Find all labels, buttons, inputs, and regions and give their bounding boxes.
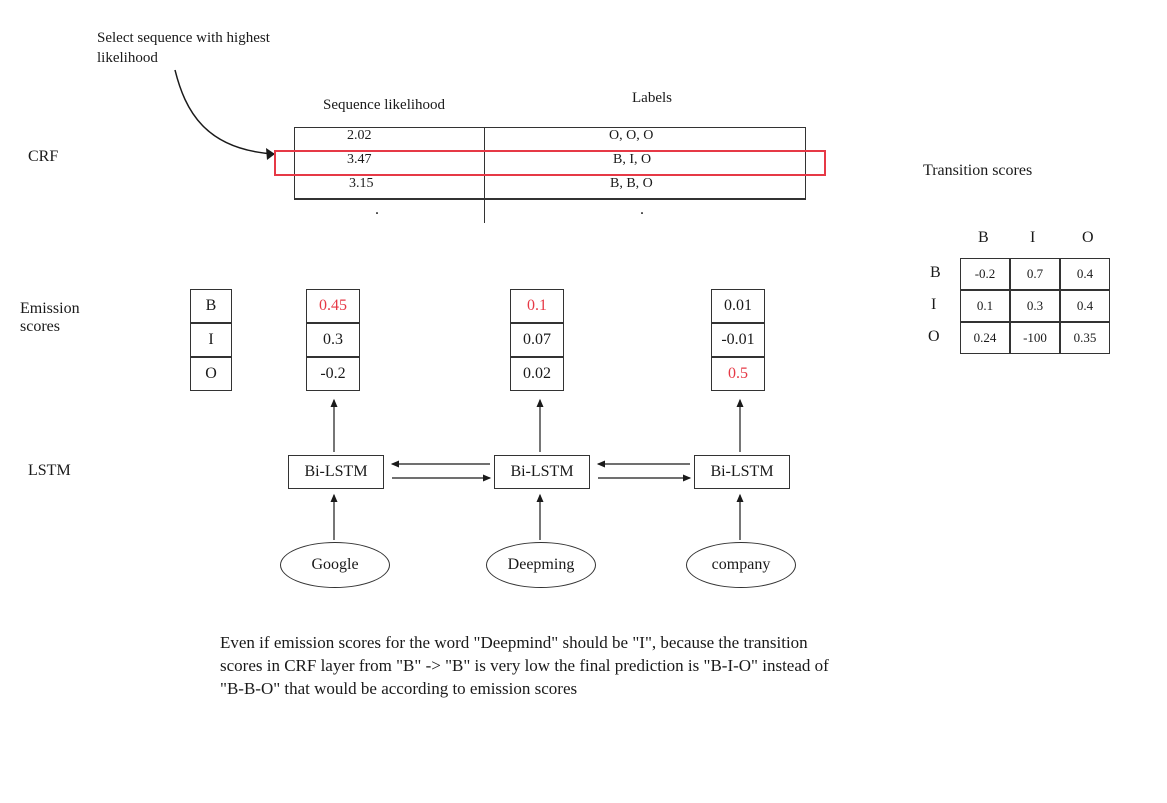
word-ellipse-0: Google (280, 542, 390, 588)
lstm-box-0-label: Bi-LSTM (304, 463, 367, 481)
seq-row0-labels: O, O, O (609, 128, 653, 144)
emis1-i: 0.07 (510, 323, 564, 357)
trans-row-i: I (931, 296, 936, 314)
emis2-b: 0.01 (711, 289, 765, 323)
emis0-i-val: 0.3 (323, 331, 343, 349)
trans-col-i: I (1030, 229, 1035, 247)
emis0-b-val: 0.45 (319, 297, 347, 315)
section-label-lstm: LSTM (28, 462, 71, 480)
trans-0-0: -0.2 (960, 258, 1010, 290)
seq-row0-likelihood: 2.02 (347, 128, 372, 144)
emis0-o: -0.2 (306, 357, 360, 391)
lstm-box-1: Bi-LSTM (494, 455, 590, 489)
emis1-b: 0.1 (510, 289, 564, 323)
word-ellipse-2: company (686, 542, 796, 588)
trans-row-b: B (930, 264, 941, 282)
annotation-select-sequence: Select sequence with highest likelihood (97, 28, 277, 69)
emis2-i: -0.01 (711, 323, 765, 357)
emis1-o: 0.02 (510, 357, 564, 391)
emis1-o-val: 0.02 (523, 365, 551, 383)
header-transition: Transition scores (923, 162, 1032, 180)
t02: 0.4 (1077, 266, 1093, 282)
emis2-i-val: -0.01 (721, 331, 754, 349)
emis1-i-val: 0.07 (523, 331, 551, 349)
trans-col-b: B (978, 229, 989, 247)
trans-1-2: 0.4 (1060, 290, 1110, 322)
section-label-crf: CRF (28, 148, 58, 166)
caption-text: Even if emission scores for the word "De… (220, 633, 829, 698)
lstm-box-2: Bi-LSTM (694, 455, 790, 489)
header-labels: Labels (632, 90, 672, 107)
trans-1-0: 0.1 (960, 290, 1010, 322)
header-sequence-likelihood: Sequence likelihood (323, 97, 445, 114)
annotation-text: Select sequence with highest likelihood (97, 30, 270, 66)
row-div-3 (294, 199, 806, 200)
emis0-b: 0.45 (306, 289, 360, 323)
section-label-emission: Emission scores (20, 300, 110, 336)
trans-1-1: 0.3 (1010, 290, 1060, 322)
seq-row2-likelihood: 3.15 (349, 176, 374, 192)
trans-0-1: 0.7 (1010, 258, 1060, 290)
bio-label-i: I (190, 323, 232, 357)
caption: Even if emission scores for the word "De… (220, 632, 840, 701)
seq-ellipsis-l: . (375, 201, 379, 219)
t00: -0.2 (975, 266, 996, 282)
lstm-box-1-label: Bi-LSTM (510, 463, 573, 481)
word-ellipse-1: Deepming (486, 542, 596, 588)
t12: 0.4 (1077, 298, 1093, 314)
trans-2-1: -100 (1010, 322, 1060, 354)
seq-row1-likelihood: 3.47 (347, 152, 372, 168)
emis1-b-val: 0.1 (527, 297, 547, 315)
word-2: company (712, 556, 771, 574)
bio-o-text: O (205, 365, 217, 383)
lstm-box-0: Bi-LSTM (288, 455, 384, 489)
bio-label-o: O (190, 357, 232, 391)
t22: 0.35 (1074, 330, 1097, 346)
emis0-i: 0.3 (306, 323, 360, 357)
trans-2-2: 0.35 (1060, 322, 1110, 354)
t01: 0.7 (1027, 266, 1043, 282)
lstm-box-2-label: Bi-LSTM (710, 463, 773, 481)
word-1: Deepming (508, 556, 575, 574)
t21: -100 (1023, 330, 1047, 346)
trans-col-o: O (1082, 229, 1094, 247)
seq-row2-labels: B, B, O (610, 176, 653, 192)
word-0: Google (311, 556, 358, 574)
seq-row1-labels: B, I, O (613, 152, 651, 168)
trans-0-2: 0.4 (1060, 258, 1110, 290)
emis0-o-val: -0.2 (320, 365, 345, 383)
t10: 0.1 (977, 298, 993, 314)
emis2-o-val: 0.5 (728, 365, 748, 383)
emis2-b-val: 0.01 (724, 297, 752, 315)
bio-b-text: B (206, 297, 217, 315)
emis2-o: 0.5 (711, 357, 765, 391)
bio-label-b: B (190, 289, 232, 323)
t20: 0.24 (974, 330, 997, 346)
t11: 0.3 (1027, 298, 1043, 314)
trans-row-o: O (928, 328, 940, 346)
seq-ellipsis-r: . (640, 201, 644, 219)
bio-i-text: I (208, 331, 213, 349)
trans-2-0: 0.24 (960, 322, 1010, 354)
